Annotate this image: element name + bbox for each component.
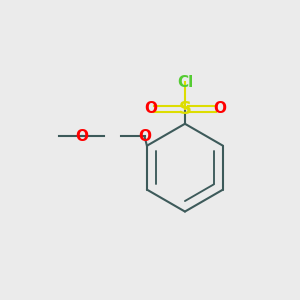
Text: O: O <box>76 129 88 144</box>
Text: O: O <box>138 129 151 144</box>
Text: O: O <box>213 101 226 116</box>
Text: Cl: Cl <box>177 75 193 90</box>
Text: S: S <box>178 100 191 118</box>
Text: O: O <box>144 101 157 116</box>
